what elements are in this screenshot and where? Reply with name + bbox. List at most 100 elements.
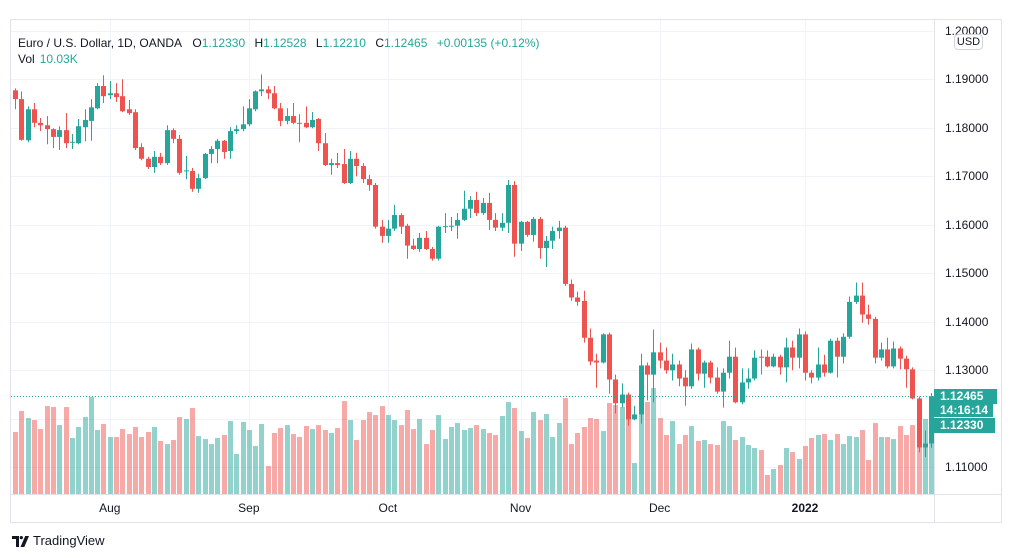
volume-bar bbox=[575, 432, 580, 494]
candle-body bbox=[367, 179, 372, 185]
volume-bar bbox=[222, 435, 227, 494]
legend-high-value: 1.12528 bbox=[263, 36, 307, 50]
candle bbox=[436, 225, 441, 261]
candle bbox=[879, 342, 884, 361]
volume-bar bbox=[304, 426, 309, 494]
tradingview-brand-link[interactable]: TradingView bbox=[12, 533, 105, 549]
candle bbox=[139, 143, 144, 161]
candle bbox=[790, 340, 795, 371]
volume-bar bbox=[348, 420, 353, 494]
candle bbox=[152, 150, 157, 173]
candle bbox=[171, 128, 176, 144]
candle-body bbox=[493, 219, 498, 228]
candle-body bbox=[828, 340, 833, 373]
candle bbox=[190, 167, 195, 192]
candle-body bbox=[588, 337, 593, 362]
volume-bar bbox=[76, 427, 81, 494]
candle-body bbox=[759, 356, 764, 358]
candle-body bbox=[721, 372, 726, 392]
volume-bar bbox=[632, 463, 637, 494]
volume-bar bbox=[45, 406, 50, 494]
candle bbox=[923, 430, 928, 458]
time-axis[interactable]: Aug Sep Oct Nov Dec 2022 bbox=[11, 495, 934, 522]
time-tick-label: Oct bbox=[378, 501, 398, 515]
price-tick-label: 1.11000 bbox=[945, 460, 988, 475]
volume-bar bbox=[354, 440, 359, 494]
candle bbox=[443, 213, 448, 233]
volume-bar bbox=[594, 419, 599, 494]
volume-bar bbox=[203, 439, 208, 494]
candle bbox=[177, 134, 182, 175]
volume-bar bbox=[696, 440, 701, 494]
candle-body bbox=[215, 140, 220, 150]
price-tick-label: 1.18000 bbox=[945, 120, 989, 135]
candle-body bbox=[146, 158, 151, 168]
candle bbox=[228, 127, 233, 159]
volume-bar bbox=[247, 430, 252, 494]
volume-bar bbox=[512, 408, 517, 494]
candle-body bbox=[835, 340, 840, 357]
brand-name: TradingView bbox=[33, 533, 105, 548]
volume-bar bbox=[380, 406, 385, 494]
volume-bar bbox=[57, 425, 62, 494]
candle-body bbox=[582, 300, 587, 338]
candle-body bbox=[32, 109, 37, 123]
candle-body bbox=[449, 225, 454, 227]
candle bbox=[677, 360, 682, 387]
candle-body bbox=[253, 91, 258, 110]
candle-body bbox=[538, 218, 543, 249]
volume-bar bbox=[120, 429, 125, 494]
volume-bar bbox=[278, 428, 283, 494]
candle-body bbox=[746, 378, 751, 383]
volume-bar bbox=[765, 475, 770, 494]
candle-body bbox=[468, 199, 473, 209]
legend-open-value: 1.12330 bbox=[201, 36, 246, 50]
chart-frame bbox=[10, 19, 1002, 523]
candle bbox=[746, 368, 751, 389]
volume-bar bbox=[809, 438, 814, 494]
volume-bar bbox=[879, 437, 884, 494]
candle-body bbox=[557, 227, 562, 232]
candle bbox=[544, 235, 549, 267]
candle bbox=[449, 216, 454, 232]
volume-bar bbox=[411, 429, 416, 494]
candle bbox=[702, 360, 707, 388]
volume-bar bbox=[860, 430, 865, 494]
volume-bar bbox=[38, 429, 43, 494]
volume-bar bbox=[266, 466, 271, 494]
candle-body bbox=[481, 202, 486, 214]
candle-body bbox=[727, 356, 732, 373]
bar-countdown-label: 14:16:14 bbox=[930, 404, 993, 418]
candle-body bbox=[373, 184, 378, 227]
candle bbox=[563, 225, 568, 286]
currency-badge[interactable]: USD bbox=[954, 34, 983, 50]
volume-bar bbox=[904, 435, 909, 494]
volume-bar bbox=[670, 421, 675, 494]
candle-body bbox=[847, 301, 852, 337]
volume-bar bbox=[481, 429, 486, 494]
candle bbox=[759, 349, 764, 375]
candle-body bbox=[329, 163, 334, 166]
volume-bar bbox=[885, 437, 890, 494]
candle-body bbox=[152, 156, 157, 168]
time-tick-label: Dec bbox=[648, 501, 671, 515]
volume-bar bbox=[335, 428, 340, 494]
candle-body bbox=[929, 396, 934, 444]
price-chart[interactable] bbox=[11, 20, 934, 494]
volume-label[interactable]: Vol bbox=[18, 52, 35, 66]
candle-body bbox=[184, 170, 189, 172]
symbol-title[interactable]: Euro / U.S. Dollar, 1D, OANDA bbox=[18, 36, 183, 50]
candle bbox=[607, 332, 612, 394]
volume-bar bbox=[607, 403, 612, 494]
candle-body bbox=[380, 226, 385, 236]
volume-value: 10.03K bbox=[39, 52, 78, 66]
volume-bar bbox=[209, 444, 214, 494]
volume-bar bbox=[171, 440, 176, 494]
volume-bar bbox=[64, 407, 69, 494]
candle-body bbox=[809, 372, 814, 378]
volume-bar bbox=[557, 423, 562, 494]
candle bbox=[847, 296, 852, 339]
candle-body bbox=[677, 364, 682, 379]
candle bbox=[399, 213, 404, 234]
volume-bar bbox=[803, 446, 808, 494]
